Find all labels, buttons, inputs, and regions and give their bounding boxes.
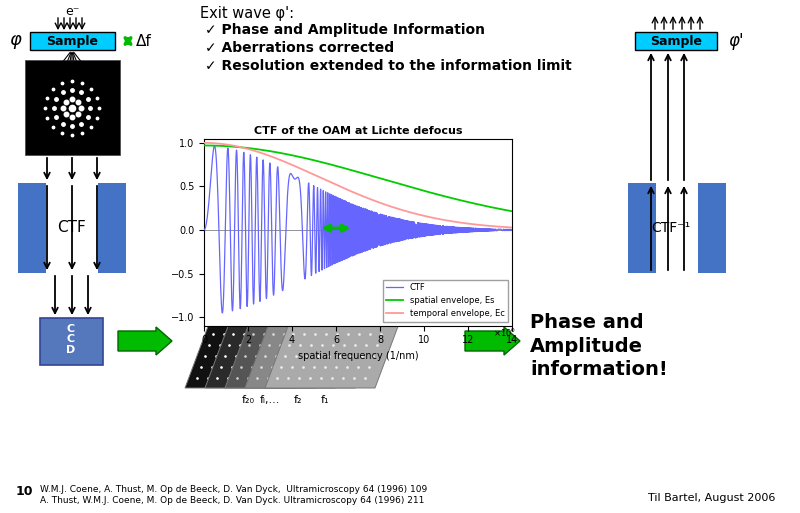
Text: CTF⁻¹: CTF⁻¹ bbox=[651, 221, 690, 235]
Text: e⁻: e⁻ bbox=[65, 5, 79, 18]
Text: f₂: f₂ bbox=[294, 395, 302, 405]
CTF bbox=[482, 226, 492, 232]
Bar bbox=[18, 183, 46, 273]
temporal envelope, Ec bbox=[199, 140, 209, 146]
Text: Sample: Sample bbox=[46, 34, 98, 48]
FancyArrow shape bbox=[118, 327, 172, 355]
Line: spatial envelope, Es: spatial envelope, Es bbox=[204, 146, 512, 211]
Line: CTF: CTF bbox=[204, 146, 512, 313]
Legend: CTF, spatial envelope, Es, temporal envelope, Ec: CTF, spatial envelope, Es, temporal enve… bbox=[383, 280, 508, 322]
Text: ✓ Phase and Amplitude Information: ✓ Phase and Amplitude Information bbox=[205, 23, 485, 37]
CTF bbox=[218, 310, 227, 316]
Text: φ: φ bbox=[9, 31, 21, 49]
Bar bbox=[698, 183, 726, 273]
Text: CTF: CTF bbox=[58, 221, 86, 235]
spatial envelope, Es bbox=[331, 163, 341, 169]
FancyArrow shape bbox=[465, 327, 520, 355]
spatial envelope, Es bbox=[199, 143, 209, 149]
Text: W.M.J. Coene, A. Thust, M. Op de Beeck, D. Van Dyck,  Ultramicroscopy 64 (1996) : W.M.J. Coene, A. Thust, M. Op de Beeck, … bbox=[40, 485, 427, 494]
Text: ✓ Resolution extended to the information limit: ✓ Resolution extended to the information… bbox=[205, 59, 572, 73]
Text: fᵢ,...: fᵢ,... bbox=[260, 395, 280, 405]
Text: Sample: Sample bbox=[650, 34, 702, 48]
Text: Til Bartel, August 2006: Til Bartel, August 2006 bbox=[648, 493, 775, 503]
Text: Exit wave φ':: Exit wave φ': bbox=[200, 6, 294, 21]
Bar bbox=[98, 183, 126, 273]
temporal envelope, Ec bbox=[482, 223, 492, 229]
Text: D: D bbox=[66, 345, 76, 355]
temporal envelope, Ec bbox=[331, 182, 341, 188]
temporal envelope, Ec bbox=[498, 224, 507, 230]
spatial envelope, Es bbox=[423, 189, 433, 195]
Text: A. Thust, W.M.J. Coene, M. Op de Beeck, D. Van Dyck. Ultramicroscopy 64 (1996) 2: A. Thust, W.M.J. Coene, M. Op de Beeck, … bbox=[40, 496, 424, 505]
spatial envelope, Es bbox=[482, 203, 492, 209]
CTF bbox=[210, 143, 219, 149]
spatial envelope, Es bbox=[507, 208, 517, 214]
Polygon shape bbox=[185, 313, 323, 388]
Bar bbox=[628, 183, 656, 273]
Text: f₁: f₁ bbox=[321, 395, 330, 405]
Polygon shape bbox=[245, 313, 383, 388]
Line: temporal envelope, Ec: temporal envelope, Ec bbox=[204, 143, 512, 227]
Polygon shape bbox=[225, 313, 363, 388]
Text: ✓ Aberrations corrected: ✓ Aberrations corrected bbox=[205, 41, 394, 55]
Title: CTF of the OAM at Lichte defocus: CTF of the OAM at Lichte defocus bbox=[254, 126, 462, 136]
Bar bbox=[30, 32, 115, 50]
CTF bbox=[423, 221, 433, 227]
temporal envelope, Ec bbox=[507, 224, 517, 230]
Polygon shape bbox=[205, 313, 343, 388]
Text: $\times 10^0$: $\times 10^0$ bbox=[494, 326, 517, 339]
X-axis label: spatial frequency (1/nm): spatial frequency (1/nm) bbox=[298, 351, 418, 361]
CTF bbox=[329, 213, 338, 219]
Text: C: C bbox=[67, 334, 75, 344]
Text: 10: 10 bbox=[15, 485, 33, 498]
Text: C: C bbox=[67, 324, 75, 334]
CTF bbox=[507, 227, 517, 233]
CTF bbox=[199, 227, 209, 233]
Polygon shape bbox=[265, 313, 403, 388]
CTF bbox=[331, 221, 341, 227]
Text: f₂₀: f₂₀ bbox=[242, 395, 254, 405]
spatial envelope, Es bbox=[498, 206, 507, 212]
Bar bbox=[25, 60, 120, 155]
temporal envelope, Ec bbox=[346, 188, 355, 194]
temporal envelope, Ec bbox=[423, 213, 433, 220]
Text: Δf: Δf bbox=[136, 33, 152, 49]
spatial envelope, Es bbox=[346, 167, 355, 173]
Text: φ': φ' bbox=[728, 32, 744, 50]
Bar bbox=[40, 318, 103, 365]
temporal envelope, Ec bbox=[329, 181, 338, 187]
CTF bbox=[498, 227, 507, 233]
spatial envelope, Es bbox=[329, 162, 338, 168]
Bar bbox=[635, 32, 717, 50]
Text: Phase and
Amplitude
information!: Phase and Amplitude information! bbox=[530, 313, 668, 379]
CTF bbox=[346, 245, 355, 251]
